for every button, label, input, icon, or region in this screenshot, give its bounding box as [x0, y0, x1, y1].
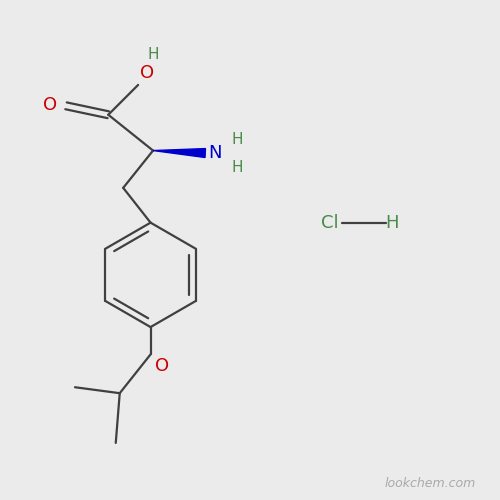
Text: O: O	[43, 96, 57, 114]
Text: H: H	[385, 214, 398, 232]
Text: H: H	[147, 46, 158, 62]
Text: Cl: Cl	[320, 214, 338, 232]
Polygon shape	[153, 148, 206, 158]
Text: H: H	[232, 160, 243, 176]
Text: N: N	[208, 144, 222, 162]
Text: H: H	[232, 132, 243, 146]
Text: O: O	[140, 64, 153, 82]
Text: O: O	[154, 357, 168, 375]
Text: lookchem.com: lookchem.com	[385, 476, 476, 490]
